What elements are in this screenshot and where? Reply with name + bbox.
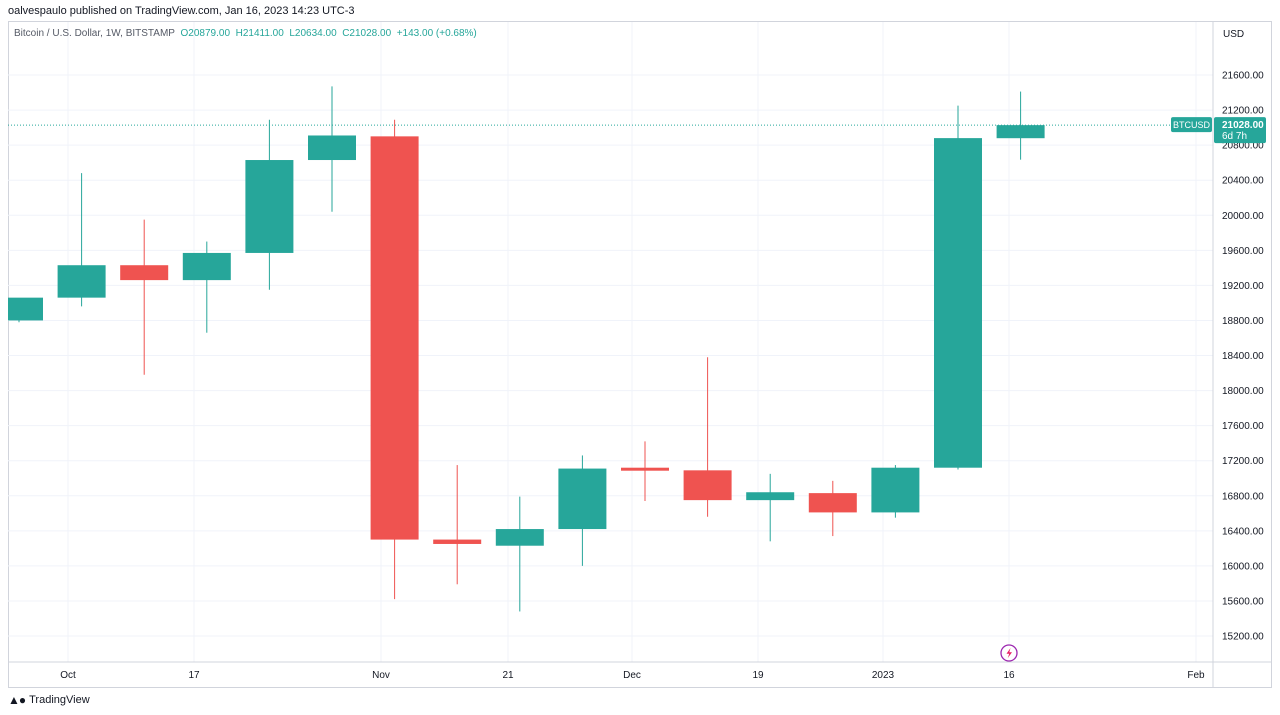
published-caption: oalvespaulo published on TradingView.com… [8, 5, 355, 17]
footer-brand-label: TradingView [29, 694, 90, 706]
candle-body [433, 539, 482, 544]
grid-layer [8, 22, 1213, 662]
candle[interactable] [120, 219, 169, 375]
y-tick-label: 17200.00 [1222, 456, 1264, 467]
candle-body [370, 136, 419, 540]
y-tick-label: 16000.00 [1222, 561, 1264, 572]
candles-layer [8, 86, 1045, 612]
legend-high: H21411.00 [235, 28, 284, 39]
candle[interactable] [996, 91, 1045, 160]
legend-low: L20634.00 [289, 28, 337, 39]
y-tick-label: 18400.00 [1222, 351, 1264, 362]
x-tick-label: Nov [372, 670, 390, 681]
candle-body [120, 265, 169, 281]
symbol-tag-label: BTCUSD [1173, 120, 1211, 130]
y-tick-label: 18000.00 [1222, 386, 1264, 397]
currency-label: USD [1223, 29, 1244, 40]
candle[interactable] [245, 119, 294, 290]
x-tick-label: 17 [188, 670, 200, 681]
candle-body [683, 470, 732, 501]
symbol-tag [1171, 117, 1212, 133]
candle-body [808, 493, 857, 513]
candle-body [621, 467, 669, 471]
legend-symbol: Bitcoin / U.S. Dollar, 1W, BITSTAMP [14, 28, 175, 39]
candle[interactable] [558, 455, 607, 566]
y-tick-label: 18800.00 [1222, 316, 1264, 327]
y-tick-label: 20800.00 [1222, 141, 1264, 152]
x-tick-label: Dec [623, 670, 641, 681]
candle[interactable] [808, 480, 857, 537]
y-tick-label: 21200.00 [1222, 106, 1264, 117]
candle[interactable] [621, 441, 669, 502]
x-tick-label: Oct [60, 670, 76, 681]
y-tick-label: 16400.00 [1222, 526, 1264, 537]
x-tick-label: 19 [752, 670, 764, 681]
candle-body [746, 492, 795, 501]
candle-body [8, 297, 43, 321]
candle[interactable] [308, 86, 356, 212]
time-axis: Oct 17 Nov 21 Dec 19 2023 16 Feb [60, 670, 1205, 681]
x-tick-label: 16 [1003, 670, 1015, 681]
chart-frame [8, 21, 1272, 688]
footer-brand[interactable]: ▲● TradingView [8, 693, 90, 707]
y-tick-label: 19200.00 [1222, 281, 1264, 292]
y-tick-label: 21600.00 [1222, 71, 1264, 82]
symbol-legend: Bitcoin / U.S. Dollar, 1W, BITSTAMP O208… [14, 28, 477, 39]
y-tick-label: 15600.00 [1222, 596, 1264, 607]
candle[interactable] [370, 119, 419, 600]
y-tick-label: 20400.00 [1222, 176, 1264, 187]
x-tick-label: 2023 [872, 670, 895, 681]
y-tick-label: 15200.00 [1222, 632, 1264, 643]
last-price-value: 21028.00 [1222, 120, 1264, 131]
candle[interactable] [57, 173, 106, 307]
x-tick-label: Feb [1187, 670, 1205, 681]
candle-body [996, 125, 1045, 139]
legend-close: C21028.00 [342, 28, 392, 39]
candle[interactable] [433, 465, 482, 585]
bar-countdown: 6d 7h [1222, 131, 1247, 142]
x-tick-label: 21 [502, 670, 514, 681]
candle[interactable] [934, 105, 982, 470]
candle[interactable] [683, 357, 732, 517]
candle[interactable] [8, 297, 43, 323]
candle[interactable] [182, 241, 231, 333]
candle-body [245, 160, 294, 253]
legend-open: O20879.00 [180, 28, 231, 39]
y-tick-label: 17600.00 [1222, 421, 1264, 432]
y-tick-label: 16800.00 [1222, 491, 1264, 502]
flash-icon[interactable] [1000, 644, 1018, 662]
candle-body [871, 467, 920, 513]
candle[interactable] [746, 473, 795, 542]
candle-body [495, 529, 544, 546]
candle[interactable] [495, 496, 544, 612]
candle-body [182, 252, 231, 281]
candle-body [308, 135, 356, 161]
last-price-tag [1214, 117, 1266, 144]
legend-change: +143.00 (+0.68%) [396, 28, 477, 39]
candle-body [934, 138, 982, 468]
candle-body [57, 265, 106, 298]
y-tick-label: 19600.00 [1222, 246, 1264, 257]
price-axis: USD 15200.00 15600.00 16000.00 16400.00 16800… [8, 22, 1272, 687]
candle-body [558, 468, 607, 530]
y-tick-label: 20000.00 [1222, 211, 1264, 222]
tradingview-logo-icon: ▲● [8, 693, 26, 707]
candle[interactable] [871, 465, 920, 518]
